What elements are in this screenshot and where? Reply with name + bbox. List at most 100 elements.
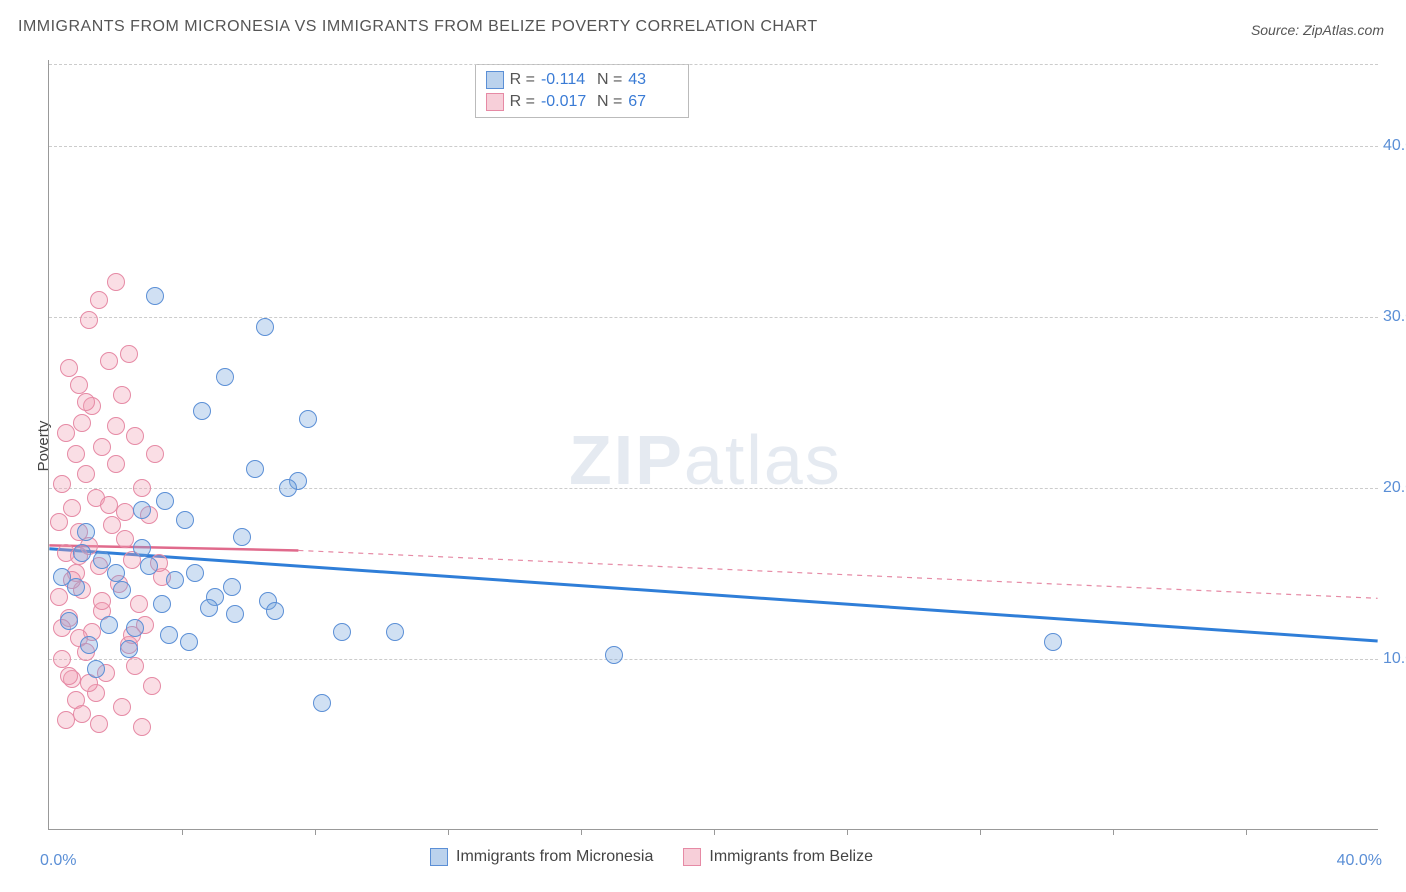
data-point <box>53 568 71 586</box>
y-tick-label: 40.0% <box>1383 137 1406 155</box>
legend: Immigrants from Micronesia Immigrants fro… <box>430 848 873 866</box>
data-point <box>193 402 211 420</box>
data-point <box>233 528 251 546</box>
data-point <box>133 539 151 557</box>
data-point <box>80 311 98 329</box>
legend-text: Immigrants from Micronesia <box>456 848 653 866</box>
data-point <box>93 592 111 610</box>
data-point <box>77 465 95 483</box>
gridline <box>49 317 1378 318</box>
gridline <box>49 488 1378 489</box>
data-point <box>216 368 234 386</box>
data-point <box>116 503 134 521</box>
data-point <box>1044 633 1062 651</box>
n-value: 67 <box>628 93 678 111</box>
data-point <box>133 718 151 736</box>
r-value: -0.114 <box>541 71 591 89</box>
data-point <box>73 705 91 723</box>
stats-row: R =-0.114N =43 <box>486 69 679 91</box>
data-point <box>90 291 108 309</box>
legend-text: Immigrants from Belize <box>709 848 873 866</box>
data-point <box>186 564 204 582</box>
data-point <box>50 588 68 606</box>
data-point <box>133 501 151 519</box>
data-point <box>133 479 151 497</box>
data-point <box>266 602 284 620</box>
data-point <box>80 636 98 654</box>
data-point <box>126 657 144 675</box>
data-point <box>226 605 244 623</box>
data-point <box>60 612 78 630</box>
y-tick-label: 10.0% <box>1383 650 1406 668</box>
data-point <box>299 410 317 428</box>
gridline <box>49 64 1378 65</box>
data-point <box>107 417 125 435</box>
data-point <box>256 318 274 336</box>
data-point <box>113 386 131 404</box>
legend-item: Immigrants from Micronesia <box>430 848 653 866</box>
x-tick <box>182 829 183 835</box>
chart-title: IMMIGRANTS FROM MICRONESIA VS IMMIGRANTS… <box>18 18 818 36</box>
data-point <box>107 273 125 291</box>
y-tick-label: 30.0% <box>1383 308 1406 326</box>
x-tick <box>581 829 582 835</box>
data-point <box>120 345 138 363</box>
data-point <box>53 650 71 668</box>
r-label: R = <box>510 93 535 111</box>
data-point <box>60 359 78 377</box>
data-point <box>156 492 174 510</box>
r-value: -0.017 <box>541 93 591 111</box>
data-point <box>313 694 331 712</box>
data-point <box>50 513 68 531</box>
r-label: R = <box>510 71 535 89</box>
data-point <box>90 715 108 733</box>
x-min-label: 0.0% <box>40 852 76 870</box>
data-point <box>333 623 351 641</box>
data-point <box>100 616 118 634</box>
stats-box: R =-0.114N =43R =-0.017N =67 <box>475 64 690 118</box>
data-point <box>126 427 144 445</box>
data-point <box>107 564 125 582</box>
legend-swatch <box>486 71 504 89</box>
legend-swatch <box>430 848 448 866</box>
data-point <box>57 424 75 442</box>
data-point <box>73 414 91 432</box>
x-tick <box>980 829 981 835</box>
data-point <box>200 599 218 617</box>
data-point <box>130 595 148 613</box>
data-point <box>126 619 144 637</box>
n-value: 43 <box>628 71 678 89</box>
data-point <box>143 677 161 695</box>
source-label: Source: ZipAtlas.com <box>1251 22 1384 38</box>
data-point <box>140 557 158 575</box>
data-point <box>70 376 88 394</box>
data-point <box>146 445 164 463</box>
data-point <box>113 581 131 599</box>
plot-area: ZIPatlas R =-0.114N =43R =-0.017N =67 10… <box>48 60 1378 830</box>
x-tick <box>1246 829 1247 835</box>
data-point <box>153 595 171 613</box>
data-point <box>176 511 194 529</box>
data-point <box>63 499 81 517</box>
data-point <box>605 646 623 664</box>
data-point <box>386 623 404 641</box>
x-tick <box>1113 829 1114 835</box>
data-point <box>67 445 85 463</box>
x-tick <box>448 829 449 835</box>
data-point <box>93 438 111 456</box>
trend-lines <box>49 60 1378 829</box>
data-point <box>223 578 241 596</box>
data-point <box>100 496 118 514</box>
gridline <box>49 146 1378 147</box>
data-point <box>246 460 264 478</box>
data-point <box>113 698 131 716</box>
data-point <box>60 667 78 685</box>
data-point <box>146 287 164 305</box>
data-point <box>116 530 134 548</box>
data-point <box>77 523 95 541</box>
data-point <box>57 711 75 729</box>
n-label: N = <box>597 93 622 111</box>
data-point <box>120 640 138 658</box>
x-tick <box>714 829 715 835</box>
data-point <box>87 660 105 678</box>
